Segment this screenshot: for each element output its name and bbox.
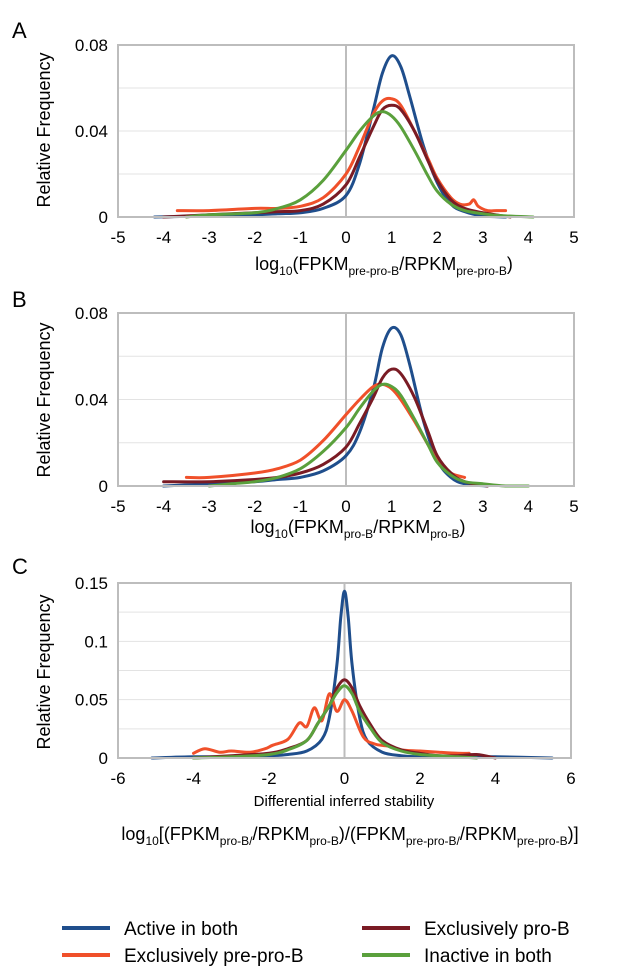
y-tick-labels: 0 0.05 0.1 0.15 <box>75 574 108 768</box>
series-line-inactive-in-both <box>192 684 479 760</box>
legend-label: Active in both <box>124 919 238 940</box>
x-tick-label: 4 <box>491 769 500 788</box>
plot-frame <box>117 312 575 487</box>
x-tick-label: -3 <box>202 497 217 516</box>
y-tick-label: 0.08 <box>75 304 108 323</box>
panel-c: C Relative Frequency -6 -4 -2 0 2 4 6 0 0.05 0.1… <box>12 554 579 848</box>
y-tick-label: 0.04 <box>75 391 108 410</box>
series-lines <box>150 589 554 760</box>
x-tick-label: 4 <box>524 228 533 247</box>
series-line-exclusively-pro-b <box>162 103 512 219</box>
y-tick-labels: 0 0.04 0.08 <box>75 36 108 227</box>
x-tick-label: -2 <box>247 497 262 516</box>
y-tick-label: 0.08 <box>75 36 108 55</box>
series-lines <box>153 54 535 219</box>
x-tick-label: 0 <box>341 228 350 247</box>
panel-label: B <box>12 287 27 312</box>
panel-b: B Relative Frequency -5 -4 -3 -2 -1 0 1 2 3 4 5 00… <box>12 287 579 541</box>
plot-frame <box>117 582 572 759</box>
series-line-inactive-in-both <box>207 382 530 488</box>
plot-frame <box>117 44 575 218</box>
y-tick-label: 0.15 <box>75 574 108 593</box>
series-line-active-in-both <box>150 589 554 760</box>
x-axis-label: log10(FPKMpre-pro-B/RPKMpre-pro-B) <box>255 254 513 278</box>
panel-label: C <box>12 554 28 579</box>
x-tick-label: 0 <box>340 769 349 788</box>
y-axis-label: Relative Frequency <box>34 322 54 477</box>
x-tick-label: 2 <box>432 228 441 247</box>
panel-label: A <box>12 18 27 43</box>
x-tick-label: -2 <box>261 769 276 788</box>
x-tick-label: -5 <box>110 228 125 247</box>
y-tick-label: 0 <box>99 208 108 227</box>
y-axis-label: Relative Frequency <box>34 52 54 207</box>
legend-label: Exclusively pre-pro-B <box>124 946 304 967</box>
legend: Active in both Exclusively pre-pro-B Exc… <box>62 919 570 967</box>
legend-item-inactive-in-both: Inactive in both <box>362 946 552 967</box>
x-tick-label: 1 <box>387 228 396 247</box>
legend-label: Inactive in both <box>424 946 552 967</box>
panel-a: A Relative Frequency -5 -4 -3 -2 -1 0 1 2 3 4 5 00… <box>12 18 579 278</box>
x-tick-label: -1 <box>293 497 308 516</box>
x-tick-label: -4 <box>156 497 171 516</box>
y-axis-label: Relative Frequency <box>34 594 54 749</box>
x-tick-label: -6 <box>110 769 125 788</box>
series-lines <box>162 325 530 488</box>
x-tick-label: -4 <box>186 769 201 788</box>
x-tick-label: 0 <box>341 497 350 516</box>
x-tick-labels: -5 -4 -3 -2 -1 0 1 2 3 4 5 <box>110 497 578 516</box>
x-tick-label: 2 <box>432 497 441 516</box>
x-tick-label: -5 <box>110 497 125 516</box>
x-tick-labels: -5 -4 -3 -2 -1 0 1 2 3 4 5 <box>110 228 578 247</box>
x-tick-labels: -6 -4 -2 0 2 4 6 <box>110 769 575 788</box>
legend-item-exclusively-pre-pro-b: Exclusively pre-pro-B <box>62 946 304 967</box>
legend-label: Exclusively pro-B <box>424 919 570 940</box>
x-tick-label: 4 <box>524 497 533 516</box>
x-tick-label: 2 <box>415 769 424 788</box>
y-tick-labels: 0 0.04 0.08 <box>75 304 108 496</box>
x-axis-label: log10(FPKMpro-B/RPKMpro-B) <box>250 517 465 541</box>
y-tick-label: 0 <box>99 749 108 768</box>
x-tick-label: 5 <box>569 228 578 247</box>
x-tick-label: 3 <box>478 228 487 247</box>
x-axis-label: log10[(FPKMpro-B//RPKMpro-B)/(FPKMpre-pr… <box>121 824 578 848</box>
series-line-inactive-in-both <box>184 110 535 219</box>
x-tick-label: -3 <box>202 228 217 247</box>
x-tick-label: 6 <box>566 769 575 788</box>
series-line-exclusively-pre-pro-b <box>175 96 508 213</box>
y-tick-label: 0.05 <box>75 691 108 710</box>
legend-item-active-in-both: Active in both <box>62 919 238 940</box>
y-tick-label: 0.04 <box>75 122 108 141</box>
x-tick-label: 3 <box>478 497 487 516</box>
x-tick-label: 1 <box>387 497 396 516</box>
x-tick-label: -2 <box>247 228 262 247</box>
x-tick-label: -1 <box>293 228 308 247</box>
y-tick-label: 0.1 <box>84 632 108 651</box>
y-tick-label: 0 <box>99 477 108 496</box>
x-tick-label: 5 <box>569 497 578 516</box>
x-axis-title: Differential inferred stability <box>254 793 435 810</box>
legend-item-exclusively-pro-b: Exclusively pro-B <box>362 919 570 940</box>
x-tick-label: -4 <box>156 228 171 247</box>
